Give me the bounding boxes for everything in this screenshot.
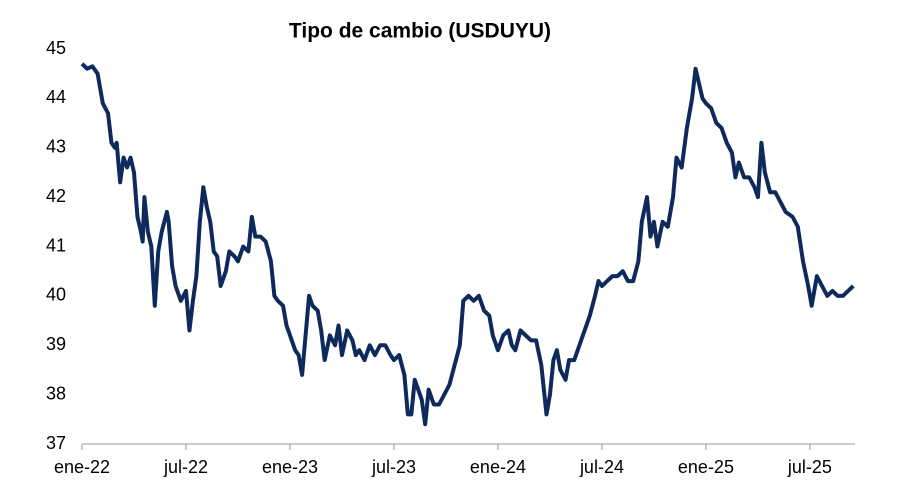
- y-tick-label: 37: [46, 433, 66, 453]
- x-tick-label: jul-22: [163, 457, 208, 477]
- x-tick-label: ene-24: [470, 457, 526, 477]
- y-tick-label: 39: [46, 334, 66, 354]
- x-tick-label: ene-23: [262, 457, 318, 477]
- x-tick-label: jul-23: [371, 457, 416, 477]
- y-tick-label: 40: [46, 285, 66, 305]
- y-tick-label: 38: [46, 383, 66, 403]
- y-tick-label: 42: [46, 186, 66, 206]
- line-series: [80, 62, 855, 427]
- y-tick-label: 43: [46, 137, 66, 157]
- x-tick-label: ene-22: [54, 457, 110, 477]
- x-tick-label: jul-24: [579, 457, 624, 477]
- x-tick-label: jul-25: [787, 457, 832, 477]
- y-tick-label: 45: [46, 38, 66, 58]
- chart-title: Tipo de cambio (USDUYU): [289, 20, 551, 43]
- y-tick-label: 44: [46, 87, 66, 107]
- y-tick-label: 41: [46, 235, 66, 255]
- x-tick-label: ene-25: [678, 457, 734, 477]
